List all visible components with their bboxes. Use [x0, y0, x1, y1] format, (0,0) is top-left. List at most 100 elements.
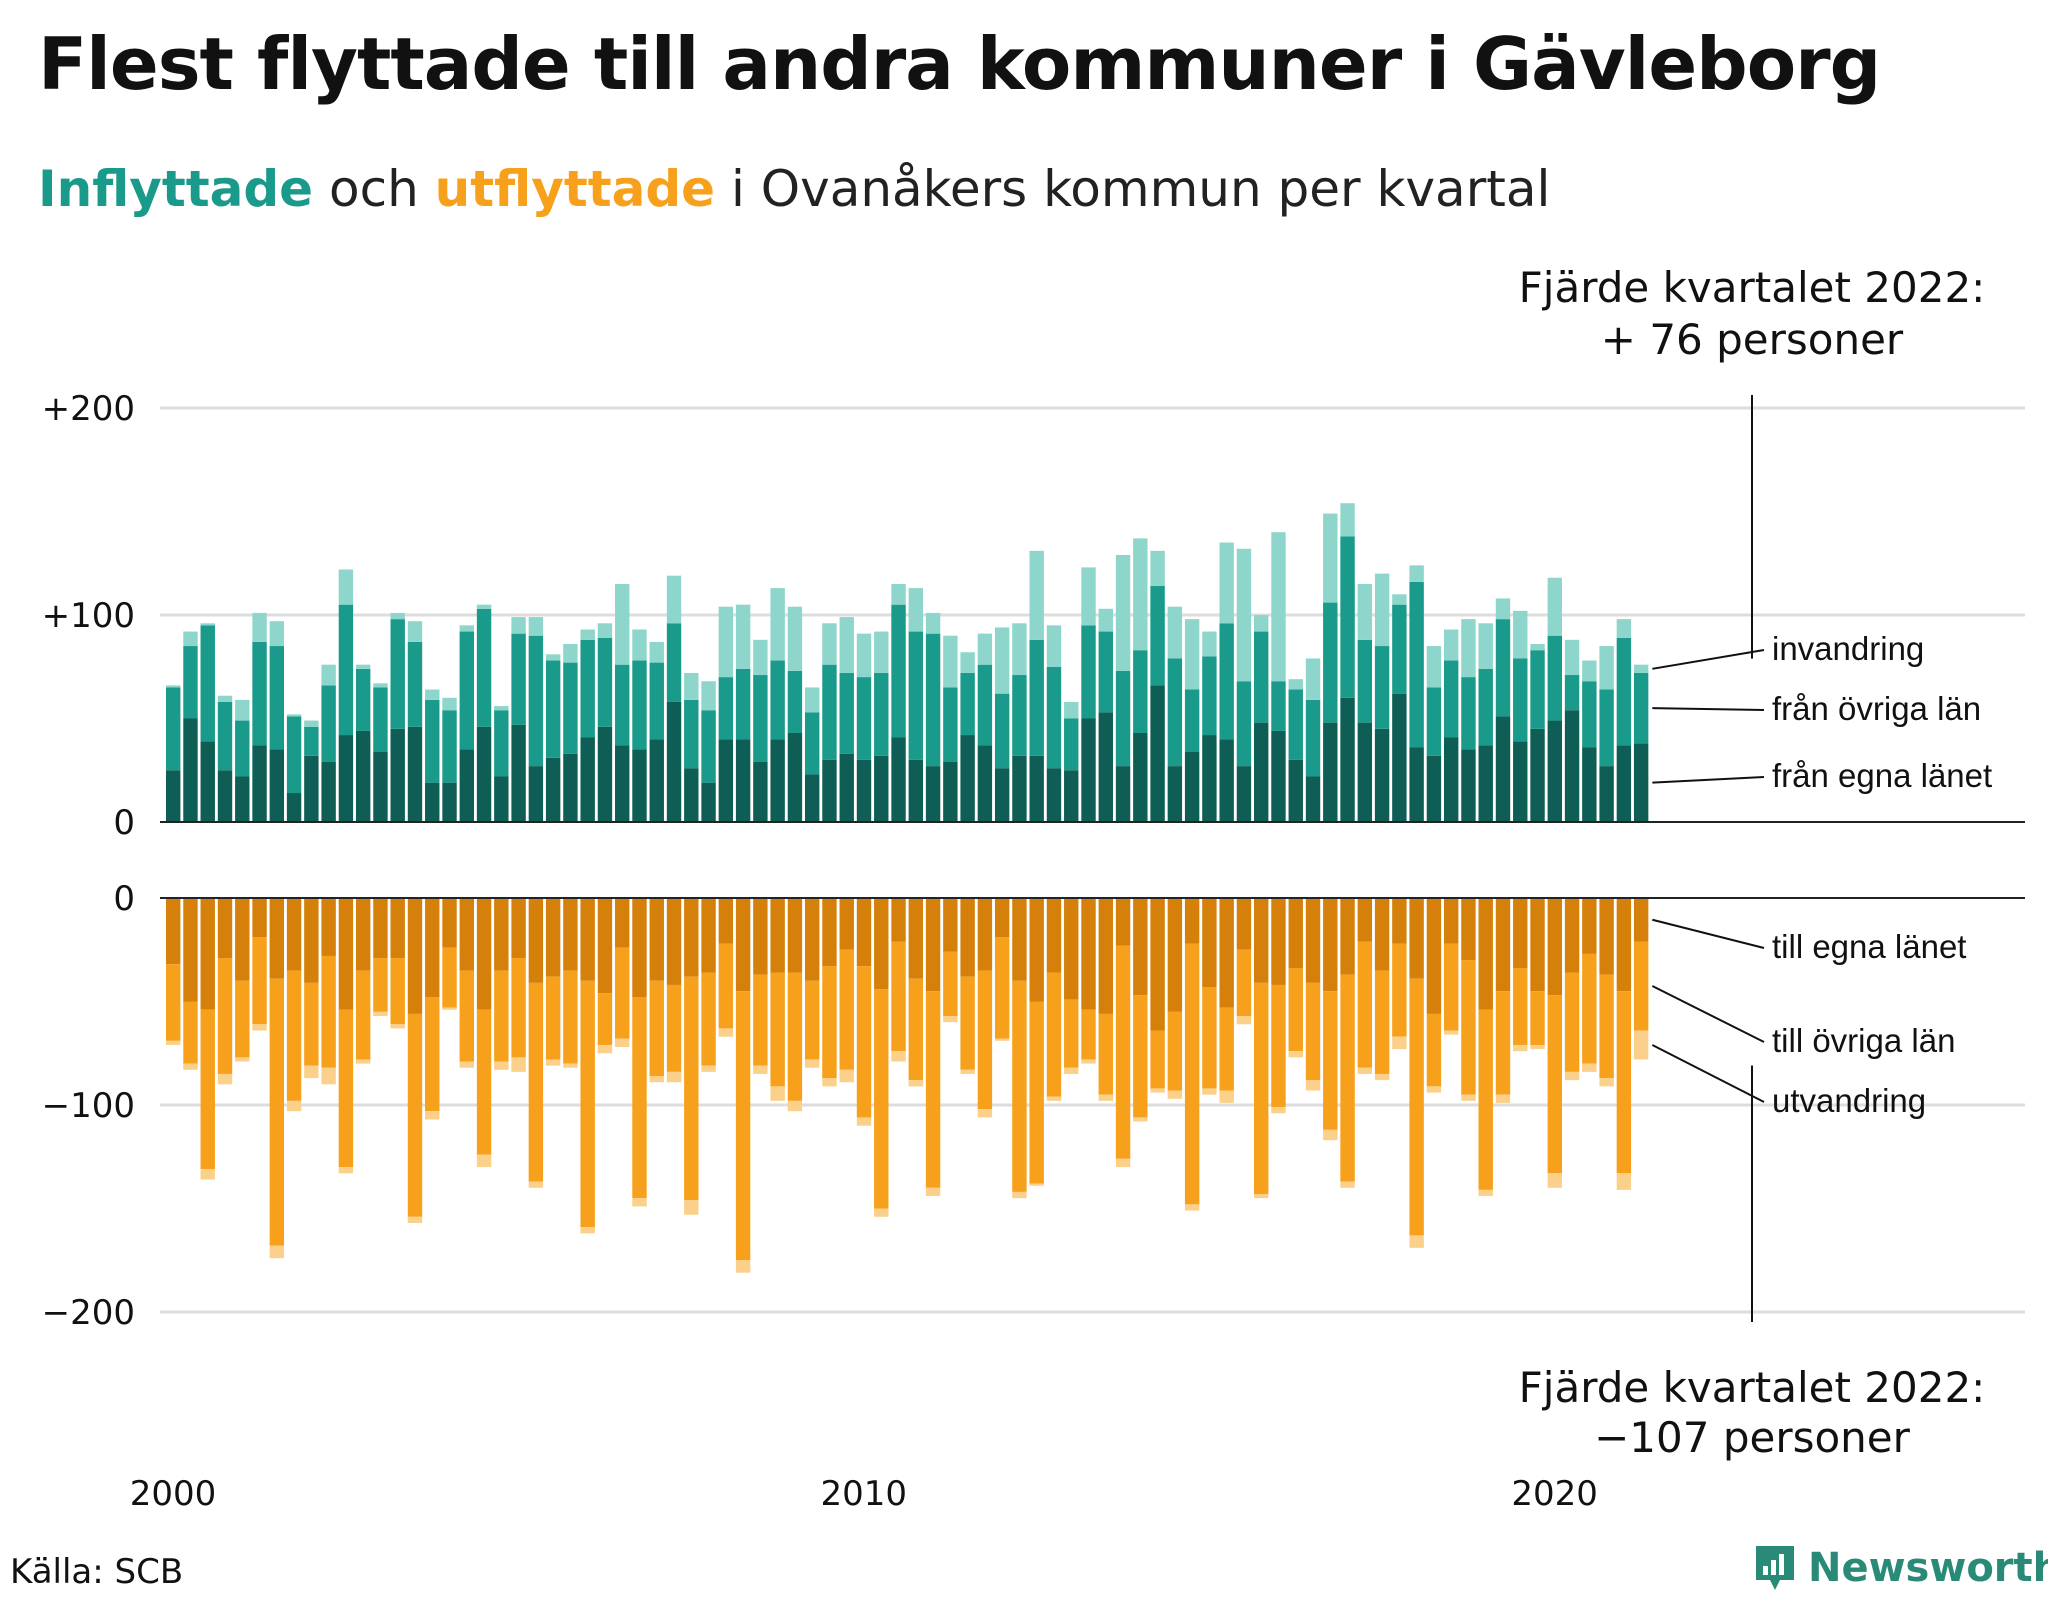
bar-in-fran_egna_lanet	[1392, 693, 1407, 822]
bar-out-utvandring	[1254, 1194, 1269, 1199]
bar-out-utvandring	[1064, 1067, 1079, 1074]
bar-in-fran_ovriga_lan	[874, 672, 889, 756]
bar-out-till_egna_lanet	[666, 898, 682, 985]
bar-out-utvandring	[684, 1200, 699, 1215]
bar-out-utvandring	[1323, 1129, 1338, 1141]
bar-in-invandring	[632, 629, 647, 661]
bar-in-fran_ovriga_lan	[615, 664, 630, 746]
bar-in-fran_egna_lanet	[528, 766, 544, 822]
bar-in-invandring	[528, 617, 544, 636]
bar-in-invandring	[1046, 625, 1062, 667]
label-connector	[1652, 707, 1765, 711]
bar-in-invandring	[925, 612, 941, 634]
bar-in-fran_egna_lanet	[1288, 759, 1303, 822]
bar-in-fran_ovriga_lan	[286, 716, 302, 794]
bar-out-till_egna_lanet	[321, 898, 336, 956]
bar-out-till_ovriga_lan	[960, 976, 975, 1070]
subtitle-rest: i Ovanåkers kommun per kvartal	[715, 160, 1551, 218]
y-tick-top: 0	[113, 803, 135, 843]
bar-in-fran_ovriga_lan	[1167, 658, 1183, 767]
bar-in-fran_ovriga_lan	[494, 710, 509, 777]
bar-out-till_egna_lanet	[390, 898, 405, 959]
bar-out-till_egna_lanet	[615, 898, 630, 948]
bar-in-fran_egna_lanet	[1374, 728, 1390, 822]
bar-out-utvandring	[1202, 1088, 1217, 1095]
bar-out-till_egna_lanet	[166, 898, 181, 965]
bar-out-till_ovriga_lan	[839, 949, 854, 1070]
bar-out-till_egna_lanet	[684, 898, 699, 977]
bar-in-fran_egna_lanet	[1064, 770, 1079, 822]
bar-in-fran_ovriga_lan	[597, 637, 613, 727]
annotation-bottom-line1: Fjärde kvartalet 2022:	[1519, 1363, 1986, 1412]
bar-out-utvandring	[1392, 1036, 1407, 1050]
bar-in-invandring	[839, 617, 854, 673]
bar-out-till_ovriga_lan	[1202, 987, 1217, 1089]
bar-in-fran_ovriga_lan	[666, 623, 682, 702]
bar-out-till_ovriga_lan	[1340, 974, 1355, 1182]
bar-in-fran_ovriga_lan	[373, 687, 388, 752]
bar-out-till_egna_lanet	[1064, 898, 1079, 1000]
bar-out-till_ovriga_lan	[1150, 1030, 1165, 1089]
bar-out-till_egna_lanet	[1184, 898, 1200, 944]
bar-in-fran_ovriga_lan	[649, 662, 664, 740]
bar-in-fran_egna_lanet	[1357, 722, 1373, 822]
bar-in-invandring	[459, 625, 474, 632]
bar-in-fran_ovriga_lan	[1202, 656, 1217, 736]
bar-out-utvandring	[390, 1024, 405, 1029]
label-connector	[1651, 985, 1765, 1043]
bar-in-fran_egna_lanet	[1443, 737, 1459, 822]
series-labels: invandring från övriga län från egna länet…	[1651, 630, 1992, 1119]
bar-in-fran_ovriga_lan	[1633, 672, 1649, 744]
bar-out-till_ovriga_lan	[649, 980, 664, 1077]
bar-out-till_ovriga_lan	[1633, 941, 1649, 1031]
axes: +200 +100 0 0 −100 −200 2000 2010 2020	[42, 389, 2025, 1514]
bar-in-fran_egna_lanet	[908, 759, 924, 822]
bar-out-till_egna_lanet	[425, 898, 440, 998]
bar-out-utvandring	[666, 1071, 682, 1083]
bar-in-invandring	[1012, 623, 1027, 676]
bar-out-till_ovriga_lan	[1029, 1001, 1044, 1184]
bar-in-fran_ovriga_lan	[1133, 650, 1148, 733]
bar-in-fran_egna_lanet	[874, 755, 889, 822]
bar-in-fran_egna_lanet	[1098, 712, 1113, 822]
bar-in-invandring	[390, 612, 405, 620]
bar-in-fran_egna_lanet	[1599, 766, 1614, 822]
bar-out-till_egna_lanet	[1271, 898, 1286, 985]
bar-in-invandring	[1288, 679, 1303, 690]
bar-out-till_egna_lanet	[235, 898, 250, 981]
bar-in-fran_egna_lanet	[891, 737, 906, 822]
bar-in-fran_egna_lanet	[804, 774, 820, 822]
bar-in-invandring	[1513, 610, 1528, 659]
bar-in-fran_egna_lanet	[390, 728, 405, 822]
bar-in-fran_egna_lanet	[235, 776, 250, 822]
bar-out-till_egna_lanet	[183, 898, 198, 1002]
bar-in-invandring	[355, 664, 371, 669]
bar-out-till_egna_lanet	[856, 898, 872, 967]
bar-out-till_ovriga_lan	[459, 970, 474, 1062]
bar-in-invandring	[1564, 639, 1580, 676]
bar-in-fran_egna_lanet	[1012, 755, 1027, 822]
bar-in-invandring	[373, 683, 388, 688]
bar-out-utvandring	[1443, 1030, 1459, 1035]
bar-in-fran_egna_lanet	[684, 768, 699, 822]
bar-out-till_egna_lanet	[545, 898, 561, 977]
label-connector	[1651, 1044, 1765, 1103]
bar-in-fran_ovriga_lan	[787, 670, 803, 733]
annotation-top-line1: Fjärde kvartalet 2022:	[1519, 263, 1986, 312]
bar-out-till_ovriga_lan	[1236, 949, 1252, 1016]
bar-out-utvandring	[1305, 1080, 1321, 1091]
bar-out-till_ovriga_lan	[1616, 991, 1632, 1174]
bar-in-fran_egna_lanet	[735, 739, 751, 822]
bar-out-till_ovriga_lan	[804, 980, 820, 1060]
bar-out-till_ovriga_lan	[597, 993, 613, 1045]
bar-in-invandring	[1357, 583, 1373, 640]
bar-in-invandring	[701, 681, 716, 711]
bar-out-till_egna_lanet	[286, 898, 302, 971]
bar-in-fran_egna_lanet	[1254, 722, 1269, 822]
bar-in-fran_egna_lanet	[442, 782, 457, 822]
bar-in-invandring	[1115, 554, 1131, 671]
bar-in-invandring	[1530, 643, 1545, 651]
bar-out-till_egna_lanet	[908, 898, 924, 979]
bar-in-invandring	[1098, 608, 1113, 632]
bar-out-utvandring	[1236, 1015, 1252, 1025]
